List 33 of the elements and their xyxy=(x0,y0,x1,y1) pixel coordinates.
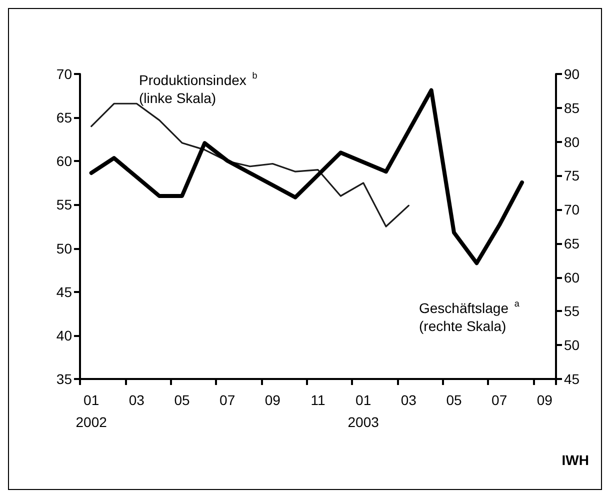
y-tick-label: 50 xyxy=(56,240,72,256)
text: Geschäftslage a (rechte Skala) xyxy=(419,298,520,334)
y-tick-label: 70 xyxy=(56,66,72,82)
x-tick-label: 01 2002 xyxy=(76,392,108,430)
line-series xyxy=(89,88,524,266)
y2-tick-label: 50 xyxy=(564,337,580,354)
y-tick-label: 55 xyxy=(56,196,72,213)
y-tick-label: 35 xyxy=(56,371,72,387)
y2-tick-label: 85 xyxy=(564,100,580,116)
y-tick-label: 40 xyxy=(56,327,72,344)
x-tick-label: 09 xyxy=(264,392,281,408)
y2-tick-label: 45 xyxy=(564,371,580,387)
y2-tick-label: 75 xyxy=(564,168,580,184)
x-tick-label: 09 xyxy=(536,392,553,408)
x-tick-label: 05 xyxy=(446,392,462,408)
x-tick-label: 03 xyxy=(128,392,145,408)
y2-tick-label: 55 xyxy=(564,303,580,320)
x-tick-label: 07 xyxy=(492,392,508,408)
y2-tick-label: 60 xyxy=(564,269,580,286)
y2-tick-label: 80 xyxy=(564,134,580,150)
x-tick-label: 11 xyxy=(310,392,326,408)
y2-tick-label: 65 xyxy=(564,235,580,252)
text: IWH xyxy=(562,452,590,468)
text: Produktionsindex b (linke Skala) xyxy=(139,70,258,106)
x-tick-label: 01 2003 xyxy=(348,392,380,430)
x-tick-label: 05 xyxy=(174,392,190,408)
y2-tick-label: 70 xyxy=(564,202,580,218)
y-tick-label: 45 xyxy=(56,284,72,300)
y2-tick-label: 90 xyxy=(564,66,580,82)
x-tick-label: 07 xyxy=(220,392,236,408)
y-tick-label: 60 xyxy=(56,153,72,170)
x-tick-label: 03 xyxy=(400,392,417,408)
y-tick-label: 65 xyxy=(56,110,72,126)
